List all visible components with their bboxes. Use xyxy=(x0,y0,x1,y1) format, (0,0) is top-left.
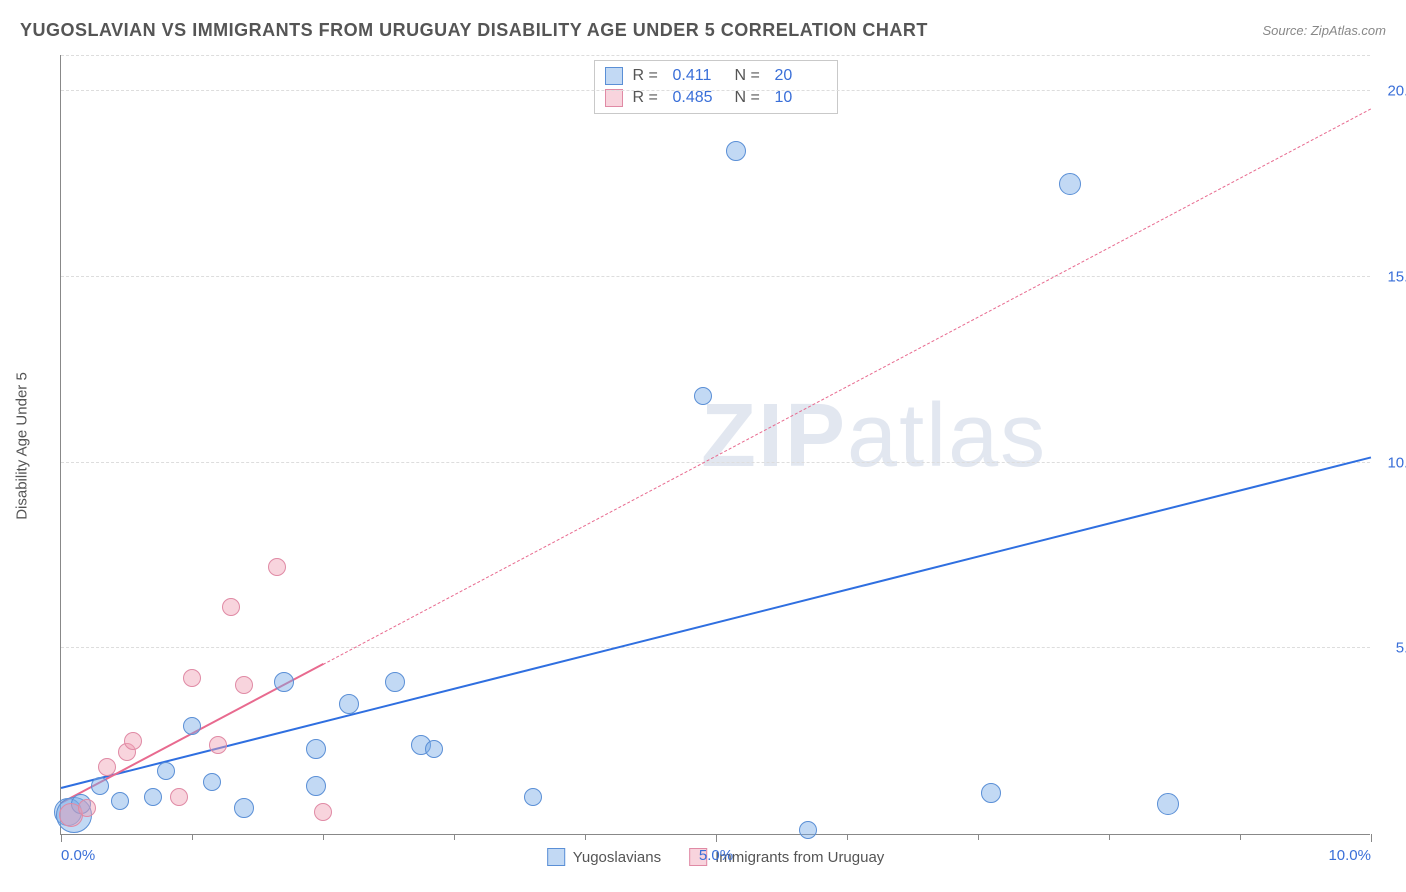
gridline-h xyxy=(61,276,1370,277)
data-point xyxy=(726,141,746,161)
gridline-h xyxy=(61,462,1370,463)
data-point xyxy=(209,736,227,754)
trend-line xyxy=(61,457,1371,790)
legend-label: Immigrants from Uruguay xyxy=(715,849,884,866)
x-tick-label: 10.0% xyxy=(1328,847,1371,864)
data-point xyxy=(235,676,253,694)
data-point xyxy=(799,821,817,839)
x-tick xyxy=(716,834,717,842)
legend-label: Yugoslavians xyxy=(573,849,661,866)
data-point xyxy=(385,672,405,692)
x-tick xyxy=(192,834,193,840)
data-point xyxy=(183,669,201,687)
correlation-stats-box: R = 0.411 N = 20 R = 0.485 N = 10 xyxy=(594,60,838,114)
x-tick-label: 0.0% xyxy=(61,847,95,864)
chart-source: Source: ZipAtlas.com xyxy=(1262,23,1386,38)
data-point xyxy=(425,740,443,758)
chart-header: YUGOSLAVIAN VS IMMIGRANTS FROM URUGUAY D… xyxy=(20,20,1386,41)
data-point xyxy=(339,694,359,714)
data-point xyxy=(274,672,294,692)
x-tick xyxy=(1109,834,1110,840)
data-point xyxy=(694,387,712,405)
data-point xyxy=(157,762,175,780)
data-point xyxy=(203,773,221,791)
swatch-icon xyxy=(547,848,565,866)
data-point xyxy=(268,558,286,576)
y-axis-title: Disability Age Under 5 xyxy=(14,372,31,520)
y-tick-label: 5.0% xyxy=(1396,640,1406,657)
swatch-icon xyxy=(605,89,623,107)
stats-row-series-0: R = 0.411 N = 20 xyxy=(605,65,827,87)
x-tick xyxy=(1371,834,1372,842)
x-tick-label: 5.0% xyxy=(699,847,733,864)
data-point xyxy=(91,777,109,795)
y-tick-label: 10.0% xyxy=(1387,454,1406,471)
data-point xyxy=(306,739,326,759)
chart-title: YUGOSLAVIAN VS IMMIGRANTS FROM URUGUAY D… xyxy=(20,20,928,41)
data-point xyxy=(111,792,129,810)
x-tick xyxy=(1240,834,1241,840)
x-tick xyxy=(323,834,324,840)
x-tick xyxy=(61,834,62,842)
x-tick xyxy=(978,834,979,840)
y-tick-label: 15.0% xyxy=(1387,268,1406,285)
data-point xyxy=(183,717,201,735)
data-point xyxy=(981,783,1001,803)
data-point xyxy=(234,798,254,818)
gridline-h xyxy=(61,55,1370,56)
scatter-plot: ZIPatlas R = 0.411 N = 20 R = 0.485 N = … xyxy=(60,55,1370,835)
data-point xyxy=(170,788,188,806)
legend-item: Yugoslavians xyxy=(547,848,661,866)
data-point xyxy=(1157,793,1179,815)
data-point xyxy=(1059,173,1081,195)
x-tick xyxy=(454,834,455,840)
gridline-h xyxy=(61,647,1370,648)
data-point xyxy=(98,758,116,776)
x-tick xyxy=(585,834,586,840)
trend-line xyxy=(323,109,1371,666)
data-point xyxy=(314,803,332,821)
data-point xyxy=(306,776,326,796)
gridline-h xyxy=(61,90,1370,91)
swatch-icon xyxy=(605,67,623,85)
data-point xyxy=(124,732,142,750)
data-point xyxy=(222,598,240,616)
data-point xyxy=(144,788,162,806)
x-tick xyxy=(847,834,848,840)
data-point xyxy=(524,788,542,806)
y-tick-label: 20.0% xyxy=(1387,83,1406,100)
data-point xyxy=(78,799,96,817)
